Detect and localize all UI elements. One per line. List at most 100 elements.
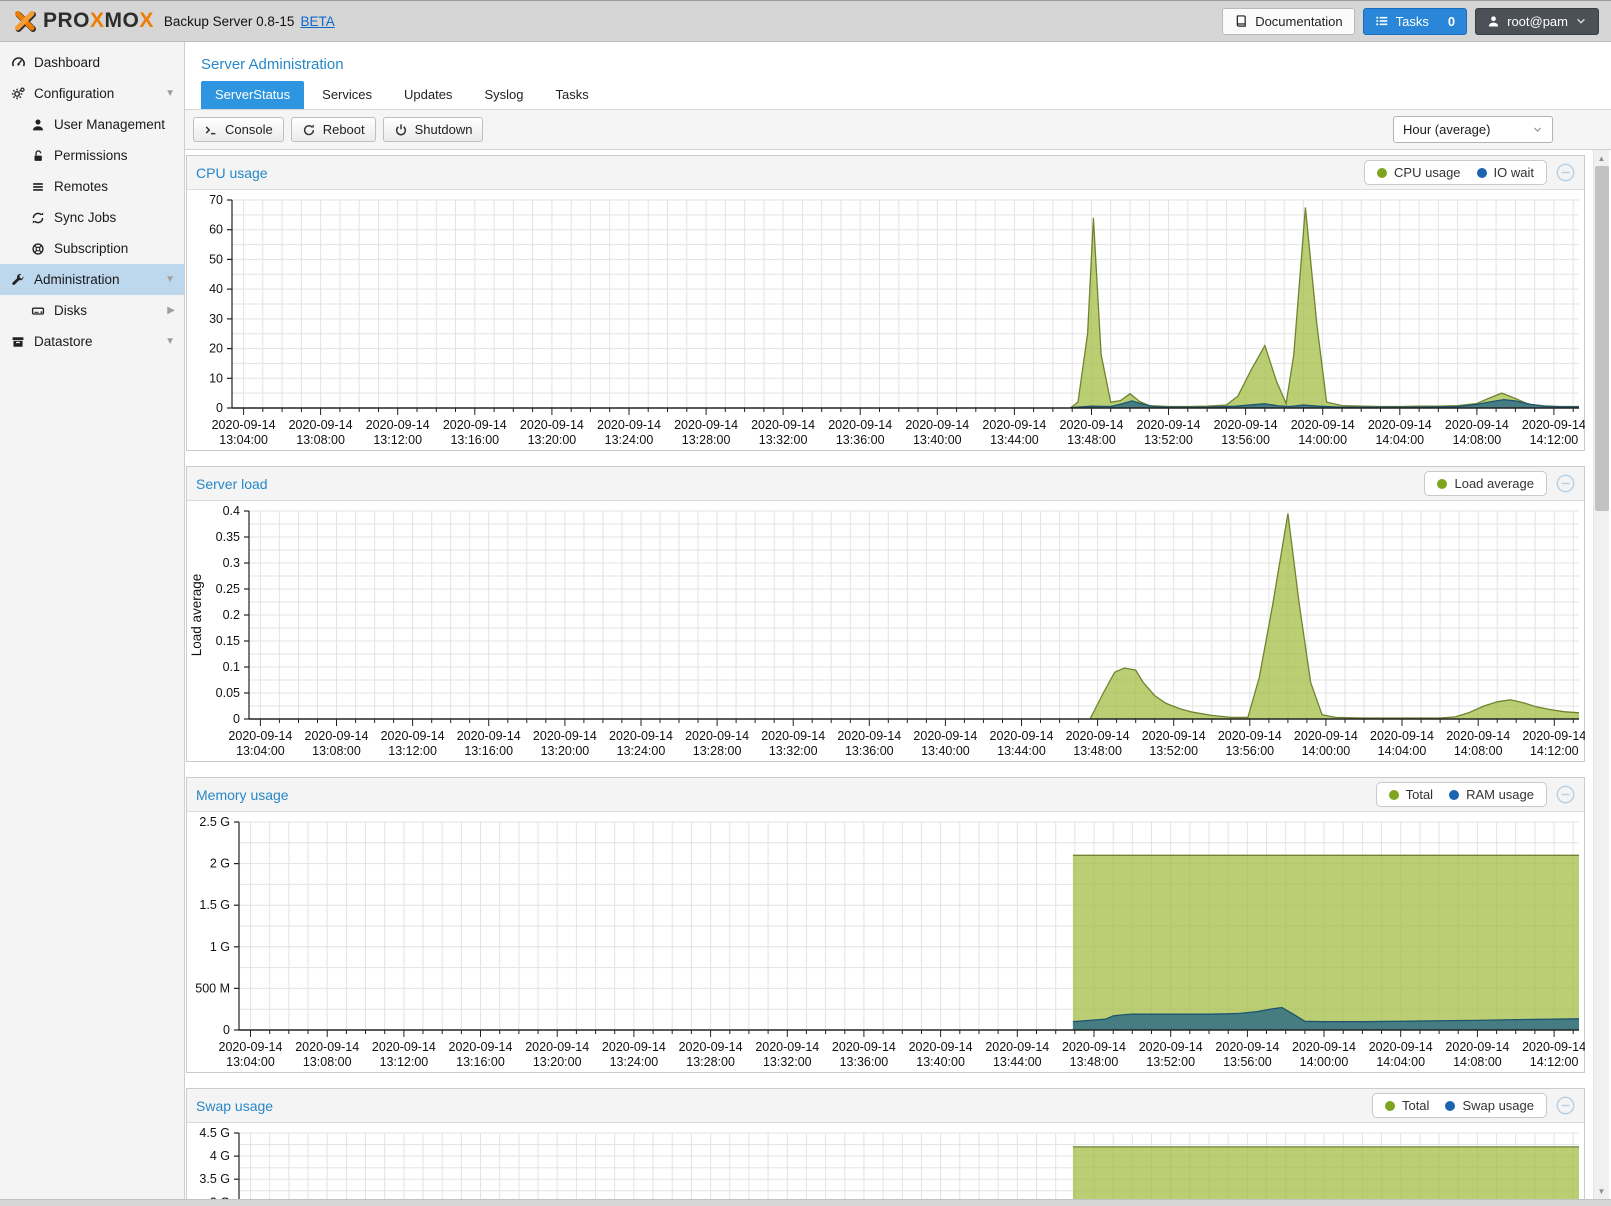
- reboot-button[interactable]: Reboot: [290, 117, 376, 142]
- legend-item-total[interactable]: Total: [1388, 787, 1433, 802]
- legend-label: IO wait: [1493, 165, 1534, 180]
- chart-legend[interactable]: Total RAM usage: [1375, 782, 1547, 807]
- legend-label: RAM usage: [1466, 787, 1534, 802]
- tab-tasks[interactable]: Tasks: [555, 87, 589, 102]
- collapse-panel-button[interactable]: [1556, 785, 1575, 804]
- chevron-down-icon: [1577, 18, 1585, 24]
- svg-text:50: 50: [209, 252, 223, 266]
- collapse-panel-button[interactable]: [1556, 1096, 1575, 1115]
- legend-item-ram-usage[interactable]: RAM usage: [1449, 787, 1534, 802]
- collapse-panel-button[interactable]: [1556, 474, 1575, 493]
- svg-text:10: 10: [209, 371, 223, 385]
- sidebar-item-dashboard[interactable]: Dashboard: [0, 47, 184, 78]
- sidebar-item-label: Dashboard: [34, 55, 101, 70]
- bottom-edge-strip: [0, 1199, 1611, 1206]
- user-icon: [30, 118, 46, 132]
- sidebar-item-subscription[interactable]: Subscription: [0, 233, 184, 264]
- power-icon: [395, 123, 406, 135]
- svg-text:40: 40: [209, 282, 223, 296]
- svg-text:2.5 G: 2.5 G: [199, 815, 230, 829]
- svg-text:4 G: 4 G: [210, 1149, 230, 1163]
- chevron-down-icon[interactable]: ▼: [165, 88, 175, 99]
- svg-text:0.35: 0.35: [216, 530, 240, 544]
- chart-legend[interactable]: CPU usage IO wait: [1364, 160, 1547, 185]
- sidebar-item-user-management[interactable]: User Management: [0, 109, 184, 140]
- shutdown-button[interactable]: Shutdown: [382, 117, 484, 142]
- chart-legend[interactable]: Load average: [1424, 471, 1547, 496]
- legend-item-io-wait[interactable]: IO wait: [1476, 165, 1534, 180]
- user-icon: [1488, 15, 1499, 27]
- svg-text:1 G: 1 G: [210, 940, 230, 954]
- cpu-usage-panel: CPU usage CPU usage IO wait 0 10 20 30 40 50 60 70…: [186, 155, 1585, 451]
- panel-title: Memory usage: [196, 786, 289, 803]
- chevron-down-icon[interactable]: ▼: [165, 274, 175, 285]
- sidebar-item-permissions[interactable]: Permissions: [0, 140, 184, 171]
- svg-text:3 G: 3 G: [210, 1195, 230, 1199]
- page-title: Server Administration: [201, 56, 344, 73]
- legend-item-swap-usage[interactable]: Swap usage: [1445, 1098, 1534, 1113]
- tab-syslog[interactable]: Syslog: [484, 87, 524, 102]
- sidebar-item-remotes[interactable]: Remotes: [0, 171, 184, 202]
- reboot-icon: [303, 123, 314, 135]
- svg-text:2 G: 2 G: [210, 857, 230, 871]
- tab-bar: ServerStatus Services Updates Syslog Tasks: [185, 81, 1611, 110]
- sidebar-item-administration[interactable]: Administration ▼: [0, 264, 184, 295]
- chart-legend[interactable]: Total Swap usage: [1371, 1093, 1547, 1118]
- timeframe-select[interactable]: Hour (average): [1393, 116, 1553, 143]
- legend-item-cpu-usage[interactable]: CPU usage: [1377, 165, 1461, 180]
- sidebar-item-label: Sync Jobs: [54, 210, 117, 225]
- sidebar-item-label: Subscription: [54, 241, 129, 256]
- tasks-button[interactable]: Tasks 0: [1362, 7, 1468, 35]
- chevron-down-icon[interactable]: ▼: [165, 336, 175, 347]
- user-menu-button[interactable]: root@pam: [1475, 7, 1599, 35]
- sidebar-item-sync-jobs[interactable]: Sync Jobs: [0, 202, 184, 233]
- scrollbar-thumb[interactable]: [1595, 166, 1609, 511]
- product-version-label: Backup Server 0.8-15: [163, 13, 295, 29]
- legend-item-load-average[interactable]: Load average: [1437, 476, 1534, 491]
- tab-serverstatus[interactable]: ServerStatus: [201, 81, 305, 109]
- vertical-scrollbar[interactable]: ▲ ▼: [1593, 150, 1609, 1199]
- svg-text:0: 0: [216, 401, 223, 415]
- console-button[interactable]: Console: [193, 117, 284, 142]
- legend-item-total[interactable]: Total: [1384, 1098, 1429, 1113]
- collapse-panel-button[interactable]: [1556, 163, 1575, 182]
- tab-updates[interactable]: Updates: [404, 87, 453, 102]
- sidebar-item-datastore[interactable]: Datastore ▼: [0, 326, 184, 357]
- sidebar-item-configuration[interactable]: Configuration ▼: [0, 78, 184, 109]
- legend-dot-icon: [1377, 167, 1388, 178]
- scroll-up-button[interactable]: ▲: [1597, 153, 1606, 163]
- svg-text:0.3: 0.3: [223, 556, 240, 570]
- documentation-button[interactable]: Documentation: [1222, 7, 1355, 35]
- scroll-down-button[interactable]: ▼: [1597, 1186, 1606, 1196]
- beta-link[interactable]: BETA: [300, 13, 335, 29]
- tab-services[interactable]: Services: [322, 87, 373, 102]
- header-actions: Documentation Tasks 0 root@pam: [1222, 7, 1599, 35]
- chevron-right-icon[interactable]: ▶: [167, 305, 175, 316]
- sidebar-item-disks[interactable]: Disks ▶: [0, 295, 184, 326]
